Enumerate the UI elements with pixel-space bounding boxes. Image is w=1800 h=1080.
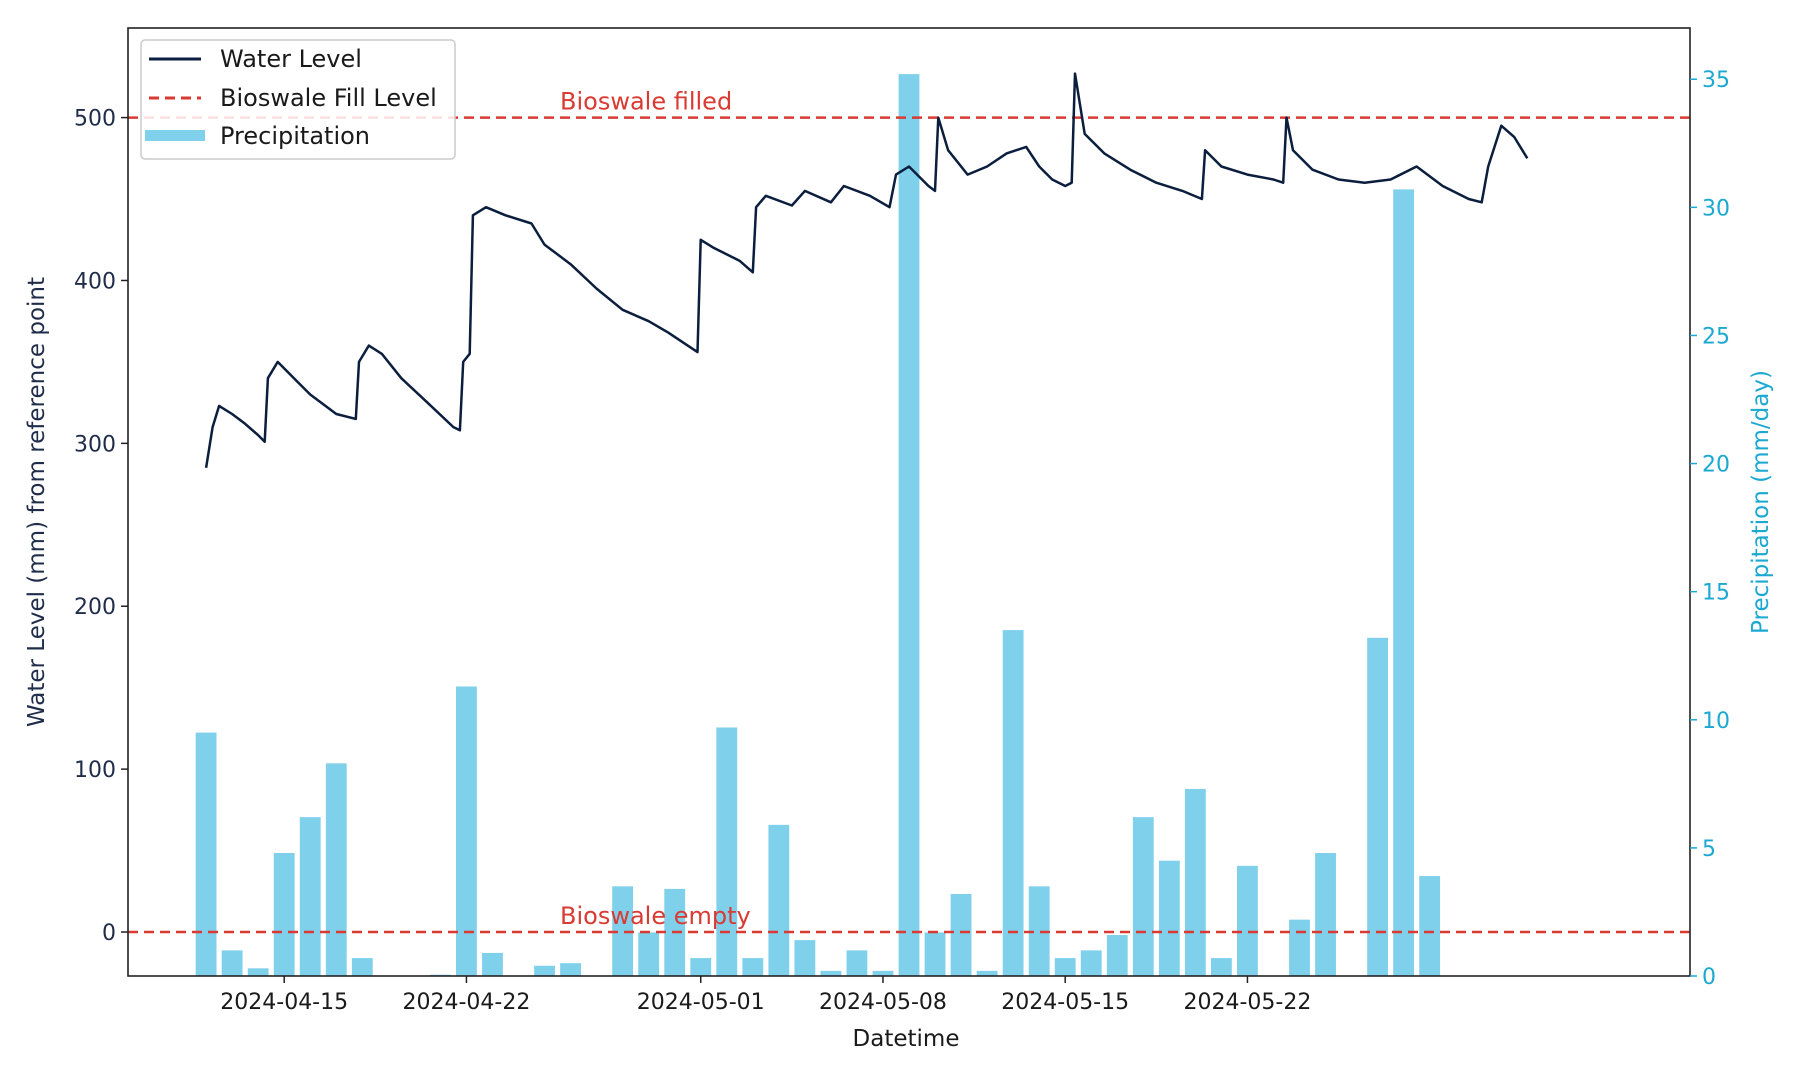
precip-bar [195, 732, 217, 976]
precip-bar [846, 950, 868, 976]
precip-bar [1210, 958, 1232, 976]
y-left-tick-label: 100 [74, 758, 116, 783]
water-level-line [204, 72, 1529, 468]
legend-label-fill-level: Bioswale Fill Level [220, 84, 437, 112]
precip-bar [560, 963, 581, 976]
precip-bar [247, 968, 269, 976]
precip-bar [924, 932, 946, 976]
precip-bar [221, 950, 243, 976]
precip-bar [1315, 853, 1336, 976]
precip-bar [976, 970, 998, 976]
water-level-series [204, 72, 1529, 468]
y-left-tick-label: 200 [74, 595, 116, 620]
y-right-tick-label: 5 [1702, 837, 1716, 862]
legend-label-water-level: Water Level [220, 45, 362, 73]
y-axis-left-title: Water Level (mm) from reference point [24, 277, 50, 727]
x-tick-label: 2024-04-15 [220, 990, 348, 1015]
x-tick-label: 2024-04-22 [403, 990, 531, 1015]
y-right-tick-label: 10 [1702, 709, 1730, 734]
precip-bar [690, 958, 712, 976]
annotation-bioswale-filled: Bioswale filled [560, 88, 732, 116]
precip-bar [1028, 886, 1050, 976]
precip-bar [273, 853, 295, 976]
y-left-tick-label: 300 [74, 432, 116, 457]
y-right-tick-label: 15 [1702, 581, 1730, 606]
precip-bar [612, 886, 634, 976]
precip-bar [716, 727, 738, 976]
x-axis: 2024-04-15 2024-04-22 2024-05-01 2024-05-08… [220, 976, 1311, 1015]
precip-bar [1289, 919, 1310, 976]
x-tick-label: 2024-05-08 [819, 990, 947, 1015]
precip-bar [1002, 630, 1024, 976]
precip-bar [872, 970, 894, 976]
plot-frame [127, 27, 1691, 977]
precip-bar [1054, 958, 1076, 976]
precip-bar [950, 894, 972, 976]
precip-bar [1106, 935, 1128, 976]
precip-bar [1419, 876, 1441, 976]
y-left-tick-label: 0 [102, 921, 116, 946]
precip-bar [299, 817, 321, 976]
precipitation-bars [195, 74, 1441, 977]
x-tick-label: 2024-05-15 [1001, 990, 1129, 1015]
precip-bar [1132, 817, 1154, 976]
precip-bar [1237, 865, 1258, 976]
precip-bar [898, 74, 920, 977]
y-left-tick-label: 500 [74, 107, 116, 132]
y-right-tick-label: 35 [1702, 68, 1730, 93]
precip-bar [1393, 189, 1415, 977]
precip-bar [482, 952, 503, 976]
y-right-tick-label: 0 [1702, 965, 1716, 990]
precip-bar [1184, 788, 1206, 976]
precip-bar [742, 958, 764, 976]
x-axis-title: Datetime [853, 1026, 960, 1052]
annotation-bioswale-empty: Bioswale empty [560, 902, 751, 930]
y-axis-right: 0 5 10 15 20 25 30 35 [1690, 68, 1730, 990]
y-axis-left: 0 100 200 300 400 500 [74, 107, 128, 946]
legend-swatch-precipitation [145, 130, 205, 141]
legend-label-precipitation: Precipitation [220, 122, 370, 150]
precip-bar [351, 958, 373, 976]
legend: Water Level Bioswale Fill Level Precipit… [140, 39, 456, 160]
precip-bar [456, 686, 477, 976]
y-left-tick-label: 400 [74, 269, 116, 294]
y-axis-right-title: Precipitation (mm/day) [1748, 370, 1774, 634]
precip-bar [325, 763, 347, 976]
precip-bar [794, 940, 816, 976]
x-tick-label: 2024-05-01 [637, 990, 765, 1015]
legend-box [140, 39, 456, 160]
precip-bar [768, 824, 790, 976]
precip-bar [1080, 950, 1102, 976]
precip-bar [534, 965, 555, 976]
y-right-tick-label: 20 [1702, 453, 1730, 478]
y-right-tick-label: 25 [1702, 324, 1730, 349]
precip-bar [638, 932, 660, 976]
y-right-tick-label: 30 [1702, 196, 1730, 221]
precip-bar [1367, 637, 1389, 976]
precip-bar [820, 970, 842, 976]
precip-bar [1158, 860, 1180, 976]
x-tick-label: 2024-05-22 [1184, 990, 1312, 1015]
